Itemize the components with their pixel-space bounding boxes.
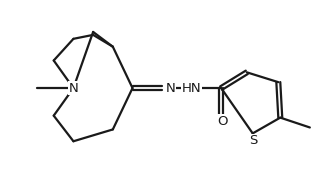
Text: N: N	[68, 82, 78, 94]
Text: HN: HN	[182, 82, 201, 94]
Text: O: O	[217, 115, 227, 128]
Text: N: N	[166, 82, 176, 94]
Text: S: S	[249, 134, 258, 147]
